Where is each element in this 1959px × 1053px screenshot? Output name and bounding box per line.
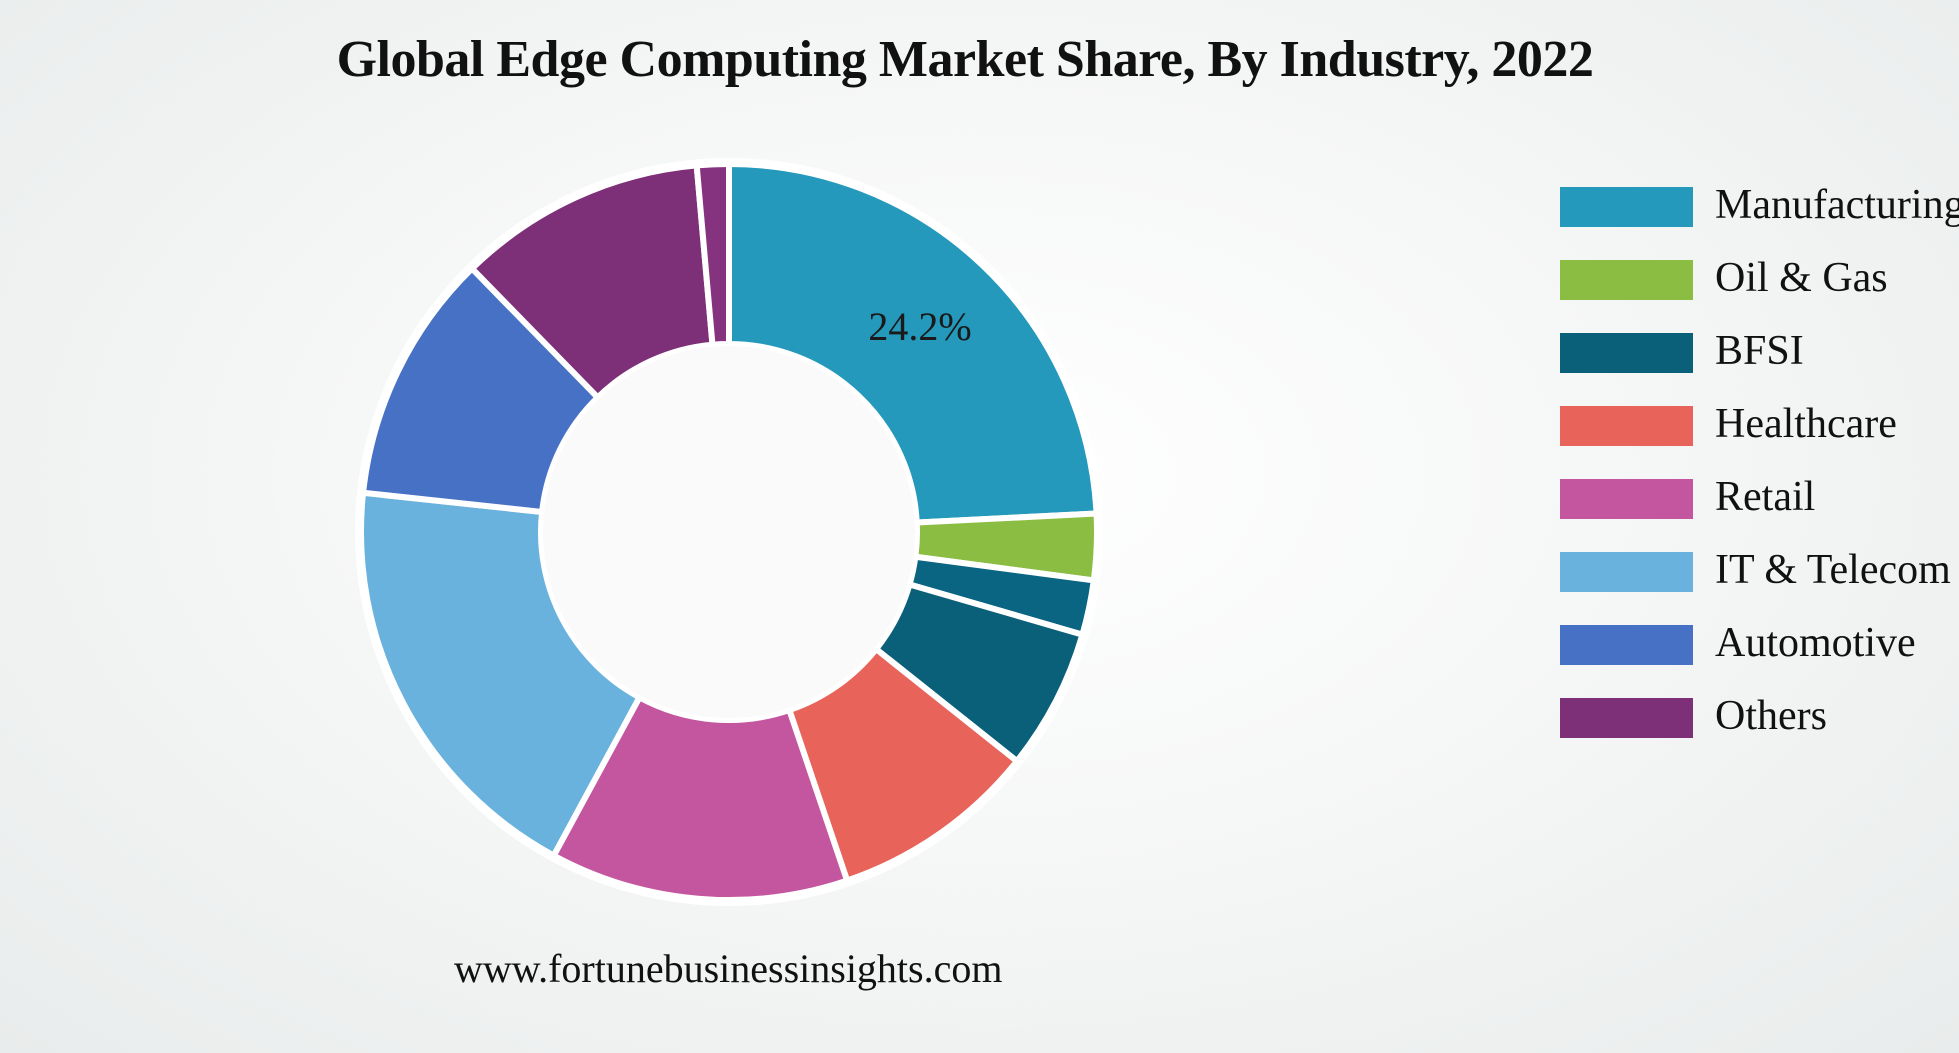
legend-swatch <box>1560 260 1693 300</box>
donut-slice-retail <box>549 693 851 903</box>
donut-slices <box>355 158 1103 906</box>
legend-swatch <box>1560 187 1693 227</box>
legend-label: Oil & Gas <box>1715 255 1888 301</box>
legend-swatch <box>1560 333 1693 373</box>
manufacturing-value-label: 24.2% <box>868 304 971 349</box>
legend-item-retail: Retail <box>1560 474 1959 523</box>
legend-label: Others <box>1715 693 1827 739</box>
legend-item-others: Others <box>1560 693 1959 742</box>
donut-slice-others-small <box>693 160 732 348</box>
legend-label: Manufacturing <box>1715 182 1959 228</box>
legend-swatch <box>1560 406 1693 446</box>
legend-item-bfsi: BFSI <box>1560 328 1959 377</box>
legend-label: Automotive <box>1715 620 1916 666</box>
donut-slice-manufacturing <box>726 160 1100 526</box>
donut-slice-it-telecom <box>358 489 644 860</box>
legend-swatch <box>1560 479 1693 519</box>
legend-label: IT & Telecom <box>1715 547 1951 593</box>
legend-label: BFSI <box>1715 328 1804 374</box>
legend-item-automotive: Automotive <box>1560 620 1959 669</box>
legend-item-it-telecom: IT & Telecom <box>1560 547 1959 596</box>
legend-label: Retail <box>1715 474 1816 520</box>
donut-outer-border <box>355 158 1103 906</box>
legend-item-oil-gas: Oil & Gas <box>1560 255 1959 304</box>
chart-title: Global Edge Computing Market Share, By I… <box>336 31 1594 88</box>
legend-swatch <box>1560 698 1693 738</box>
legend-swatch <box>1560 625 1693 665</box>
legend-swatch <box>1560 552 1693 592</box>
legend-item-manufacturing: Manufacturing <box>1560 182 1959 231</box>
donut-hole <box>543 346 915 718</box>
source-url: www.fortunebusinessinsights.com <box>454 946 1003 991</box>
legend-label: Healthcare <box>1715 401 1897 447</box>
legend-item-healthcare: Healthcare <box>1560 401 1959 450</box>
